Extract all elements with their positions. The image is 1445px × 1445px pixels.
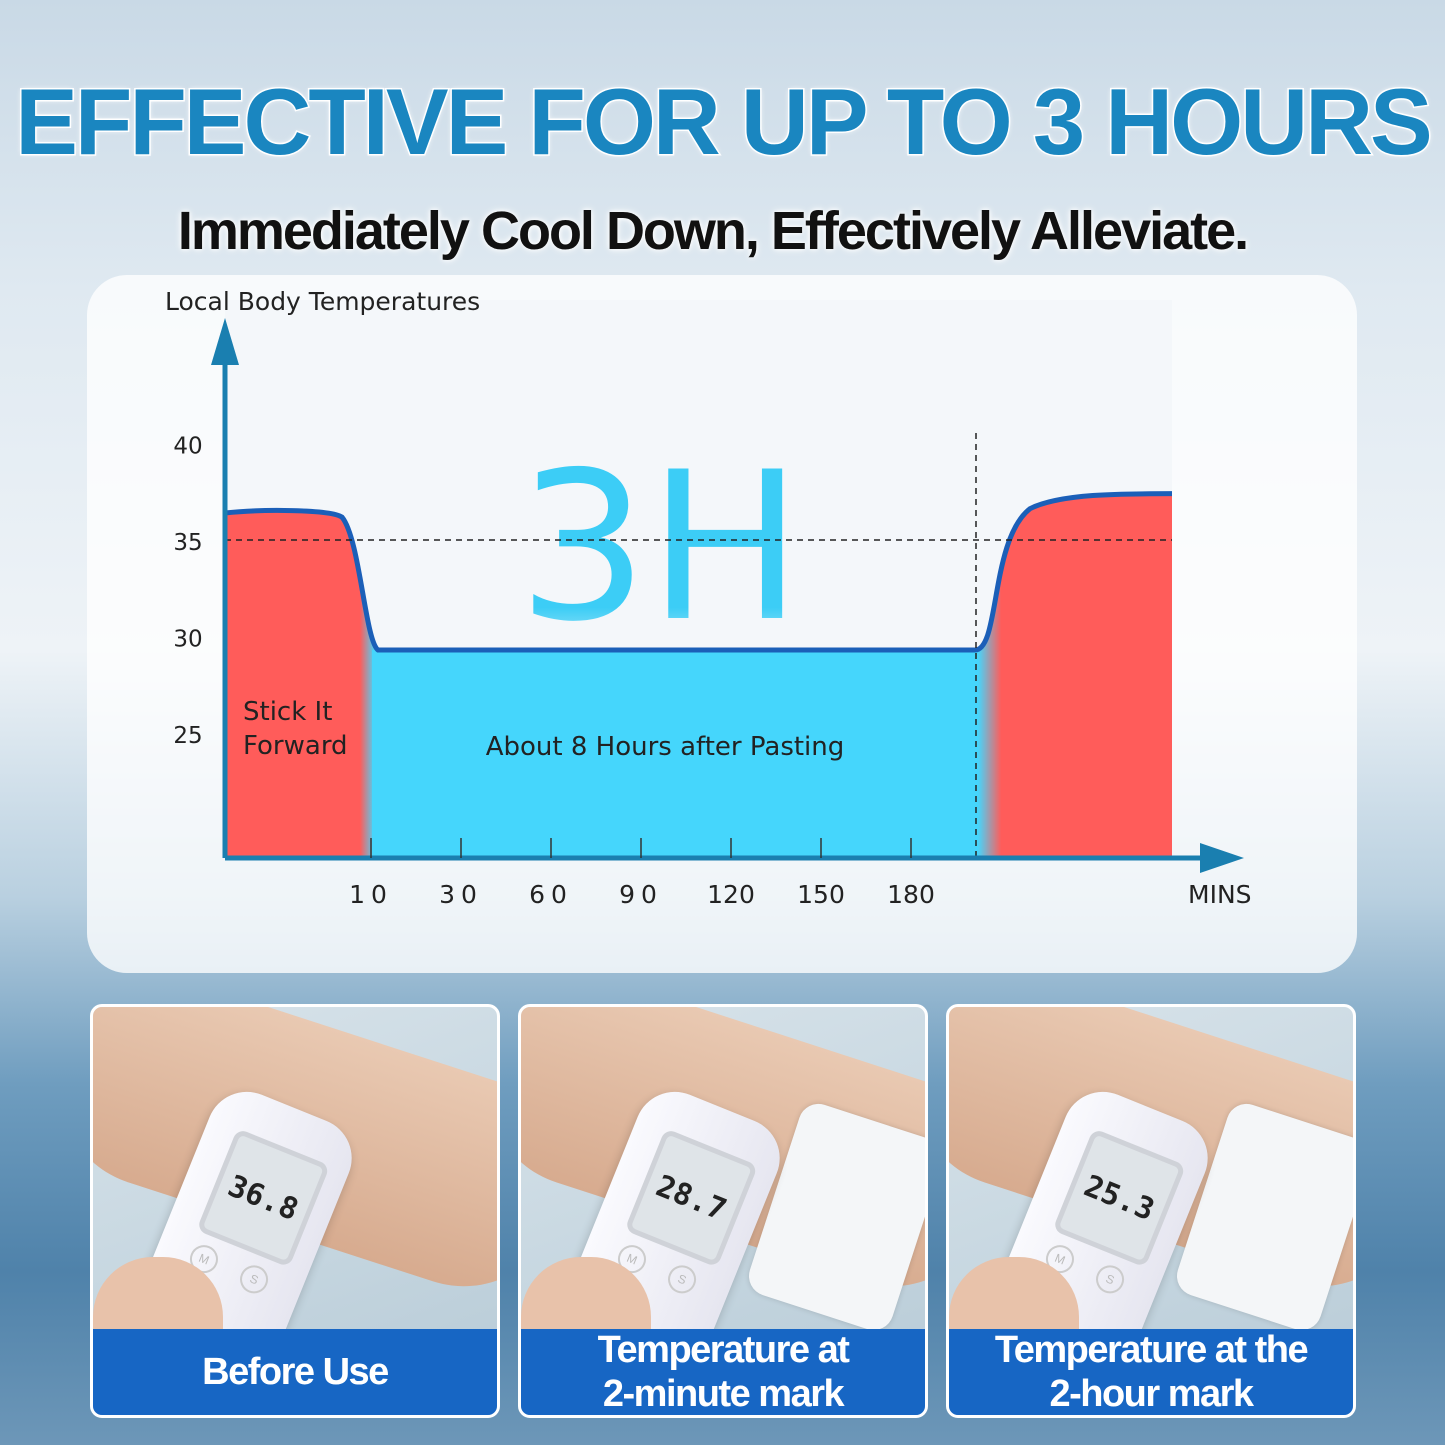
x-tick-label: 150 xyxy=(797,880,845,909)
center-label-3h: 3H xyxy=(518,429,803,667)
region-label-cooling: About 8 Hours after Pasting xyxy=(486,732,845,762)
region-label-line: Forward xyxy=(243,731,348,761)
temperature-chart: 3H 40 35 30 25 10 30 60 90 120 150 180 Local Body … xyxy=(165,287,1252,909)
y-axis-label: Local Body Temperatures xyxy=(165,287,480,316)
x-tick-label: 30 xyxy=(439,880,483,909)
s-button-icon: S xyxy=(235,1261,273,1298)
card-caption: Temperature at 2-minute mark xyxy=(521,1329,925,1415)
thermometer-reading: 28.7 xyxy=(624,1128,759,1268)
above-curve-mask xyxy=(225,300,1172,651)
x-tick-label: 90 xyxy=(619,880,663,909)
headline: EFFECTIVE FOR UP TO 3 HOURS xyxy=(14,68,1435,176)
y-tick-label: 40 xyxy=(173,434,202,460)
caption-line: 2-minute mark xyxy=(602,1373,845,1415)
caption-line: Before Use xyxy=(202,1351,389,1393)
x-tick-label: 120 xyxy=(707,880,755,909)
x-tick-label: 180 xyxy=(887,880,935,909)
caption-line: 2-hour mark xyxy=(1049,1373,1254,1415)
comparison-card: 25.3 M S Temperature at the 2-hour mark xyxy=(946,1004,1356,1418)
region-label-line: Stick It xyxy=(243,697,332,727)
cooling-region xyxy=(372,650,982,858)
s-button-icon: S xyxy=(663,1261,701,1298)
comparison-card: 36.8 M S Before Use xyxy=(90,1004,500,1418)
rewarm-region xyxy=(978,493,1172,858)
card-caption: Temperature at the 2-hour mark xyxy=(949,1329,1353,1415)
x-axis-arrow-icon xyxy=(1200,843,1244,873)
stick-it-region xyxy=(225,509,375,858)
card-caption: Before Use xyxy=(93,1329,497,1415)
comparison-card: 28.7 M S Temperature at 2-minute mark xyxy=(518,1004,928,1418)
y-tick-label: 30 xyxy=(173,627,202,653)
y-tick-label: 35 xyxy=(173,530,202,556)
thermometer-reading: 25.3 xyxy=(1052,1128,1187,1268)
x-tick-label: 60 xyxy=(529,880,573,909)
y-tick-label: 25 xyxy=(173,723,202,749)
caption-line: Temperature at xyxy=(597,1329,850,1371)
subheadline: Immediately Cool Down, Effectively Allev… xyxy=(177,201,1249,261)
region-label-stick-it: Stick It Forward xyxy=(243,697,348,761)
y-axis-arrow-icon xyxy=(211,318,239,365)
thermometer-reading: 36.8 xyxy=(196,1128,331,1268)
caption-line: Temperature at the xyxy=(994,1329,1309,1371)
temperature-curve xyxy=(224,491,1173,653)
comparison-cards: 36.8 M S Before Use 28.7 M S Temperature… xyxy=(90,1004,1356,1418)
s-button-icon: S xyxy=(1091,1261,1129,1298)
x-axis-label: MINS xyxy=(1188,880,1252,909)
x-tick-label: 10 xyxy=(349,880,393,909)
